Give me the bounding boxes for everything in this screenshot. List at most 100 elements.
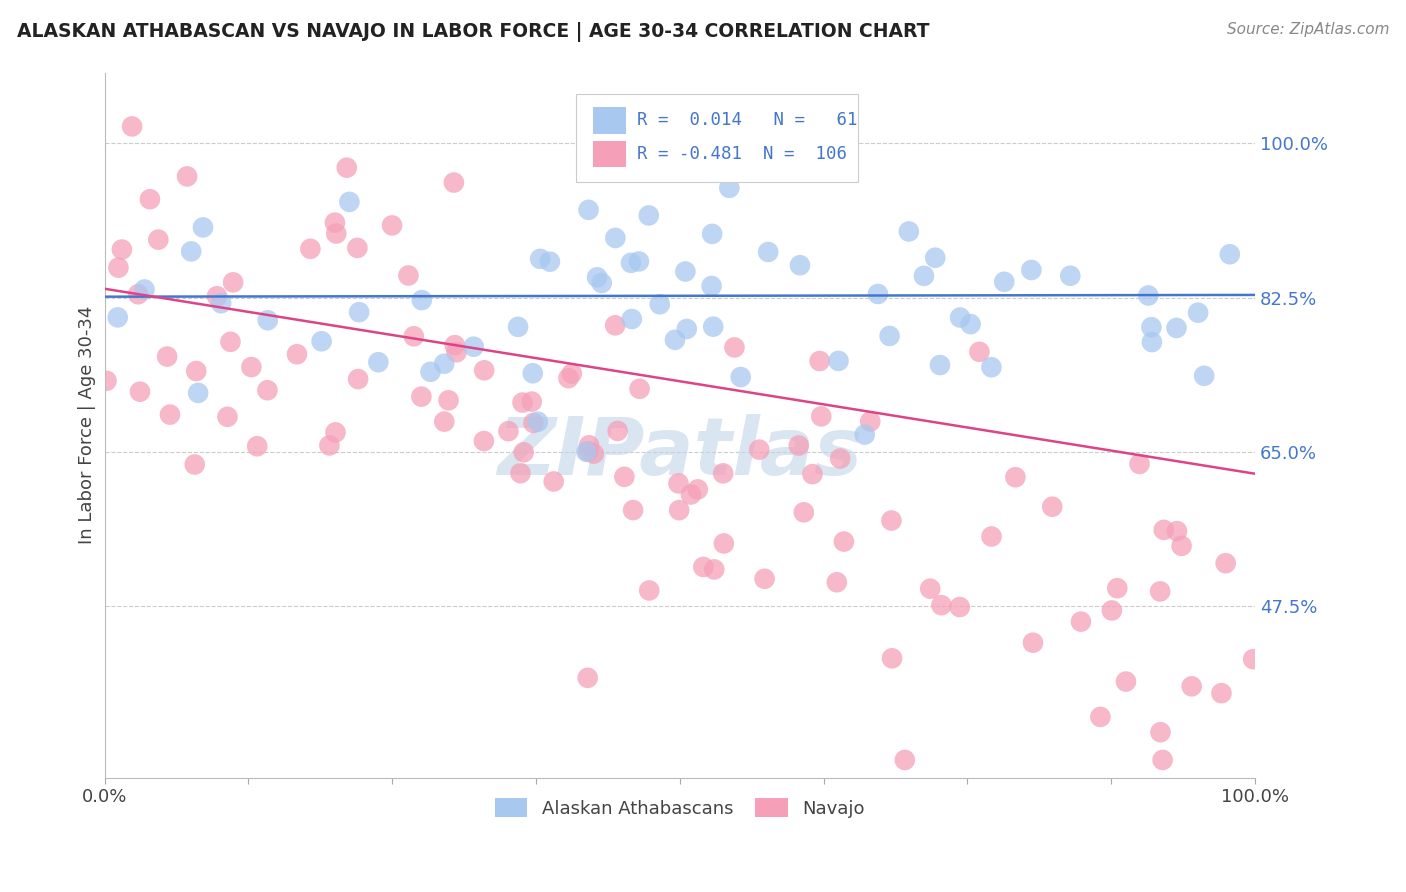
Point — [139, 192, 162, 206]
Point — [1070, 615, 1092, 629]
Point — [949, 310, 972, 325]
Point — [529, 252, 551, 266]
Point — [347, 372, 370, 386]
Point — [222, 276, 245, 290]
Point — [111, 243, 134, 257]
Point — [1140, 335, 1163, 350]
Text: ALASKAN ATHABASCAN VS NAVAJO IN LABOR FORCE | AGE 30-34 CORRELATION CHART: ALASKAN ATHABASCAN VS NAVAJO IN LABOR FO… — [17, 22, 929, 42]
Point — [472, 434, 495, 448]
Point — [246, 439, 269, 453]
Point — [411, 293, 433, 307]
Point — [1215, 556, 1237, 570]
Text: Source: ZipAtlas.com: Source: ZipAtlas.com — [1226, 22, 1389, 37]
Point — [96, 374, 118, 388]
Point — [217, 409, 239, 424]
Bar — [593, 107, 626, 134]
Point — [620, 256, 643, 270]
Point — [219, 334, 242, 349]
Point — [127, 287, 149, 301]
Point — [894, 753, 917, 767]
Point — [621, 503, 644, 517]
Point — [446, 345, 468, 359]
Point — [522, 416, 544, 430]
Point — [1137, 288, 1160, 302]
Point — [1153, 523, 1175, 537]
Text: R = -0.481  N =  106: R = -0.481 N = 106 — [637, 145, 848, 163]
Point — [723, 340, 745, 354]
Point — [1241, 652, 1264, 666]
Point — [830, 451, 852, 466]
Point — [897, 224, 920, 238]
Point — [575, 444, 598, 458]
Point — [679, 487, 702, 501]
Point — [730, 370, 752, 384]
Point — [325, 425, 347, 440]
Point — [789, 258, 811, 272]
Point — [187, 385, 209, 400]
Point — [853, 427, 876, 442]
Point — [318, 438, 340, 452]
Point — [527, 415, 550, 429]
Point — [107, 310, 129, 325]
Point — [713, 536, 735, 550]
Point — [1170, 539, 1192, 553]
Point — [664, 333, 686, 347]
Point — [1128, 457, 1150, 471]
Point — [1107, 581, 1129, 595]
Point — [613, 470, 636, 484]
Point — [980, 360, 1002, 375]
Point — [396, 268, 419, 283]
Point — [299, 242, 322, 256]
Point — [437, 393, 460, 408]
Point — [675, 322, 697, 336]
Point — [703, 562, 725, 576]
Point — [959, 317, 981, 331]
Point — [591, 276, 613, 290]
Point — [325, 227, 347, 241]
Y-axis label: In Labor Force | Age 30-34: In Labor Force | Age 30-34 — [79, 306, 96, 544]
Point — [692, 560, 714, 574]
Point — [605, 318, 627, 333]
Point — [1090, 710, 1112, 724]
Point — [949, 600, 972, 615]
Point — [191, 220, 214, 235]
Point — [605, 231, 627, 245]
Point — [969, 344, 991, 359]
Point — [1149, 725, 1171, 739]
Point — [832, 534, 855, 549]
Point — [1149, 584, 1171, 599]
Point — [134, 283, 156, 297]
Point — [323, 216, 346, 230]
Point — [637, 208, 659, 222]
Point — [512, 395, 534, 409]
Point — [606, 424, 628, 438]
Point — [576, 444, 599, 458]
Point — [879, 329, 901, 343]
Point — [931, 598, 953, 612]
Point — [1166, 524, 1188, 538]
Point — [1140, 320, 1163, 334]
Point — [620, 312, 643, 326]
Point — [443, 176, 465, 190]
Point — [148, 233, 170, 247]
Point — [880, 514, 903, 528]
Point — [498, 424, 520, 438]
Point — [638, 583, 661, 598]
Point — [756, 245, 779, 260]
Point — [1181, 679, 1204, 693]
Point — [1187, 306, 1209, 320]
Point — [880, 651, 903, 665]
Point — [582, 447, 605, 461]
Point — [673, 264, 696, 278]
Point — [561, 367, 583, 381]
Point — [337, 194, 360, 209]
Point — [1219, 247, 1241, 261]
Point — [311, 334, 333, 349]
Point — [186, 364, 208, 378]
Point — [980, 529, 1002, 543]
Point — [920, 582, 942, 596]
Point — [668, 476, 690, 491]
Point — [1022, 636, 1045, 650]
Point — [538, 254, 561, 268]
Point — [754, 572, 776, 586]
